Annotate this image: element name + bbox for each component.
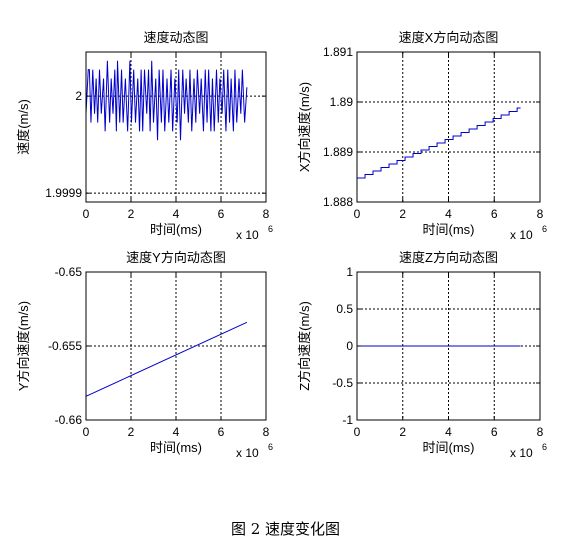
y-tick-label: 1.89 — [330, 95, 354, 109]
y-tick-label: 1.9999 — [45, 186, 82, 200]
x-tick-label: 2 — [399, 425, 406, 439]
x-tick-label: 6 — [491, 425, 498, 439]
x-tick-label: 6 — [491, 207, 498, 221]
series-line — [85, 60, 248, 141]
y-tick-label: 1.888 — [323, 195, 353, 209]
x-multiplier: x 10 — [510, 446, 533, 460]
y-axis-label: Z方向速度(m/s) — [297, 301, 312, 391]
y-tick-label: -1 — [342, 413, 353, 427]
x-tick-label: 6 — [218, 425, 225, 439]
figure-caption: 图 2 速度变化图 — [230, 520, 341, 538]
x-exponent: 6 — [268, 442, 273, 452]
y-axis-label: X方向速度(m/s) — [297, 82, 312, 172]
x-exponent: 6 — [268, 224, 273, 234]
x-axis-label: 时间(ms) — [423, 440, 475, 455]
y-tick-label: 1.889 — [323, 145, 353, 159]
axes-box — [85, 51, 267, 203]
x-tick-label: 4 — [445, 207, 452, 221]
y-tick-label: 1.891 — [323, 45, 353, 59]
x-multiplier: x 10 — [236, 446, 259, 460]
y-tick-label: -0.5 — [332, 376, 353, 390]
x-exponent: 6 — [542, 224, 547, 234]
y-tick-label: 1 — [346, 265, 353, 279]
y-tick-label: -0.66 — [55, 413, 83, 427]
x-tick-label: 4 — [173, 425, 180, 439]
x-tick-label: 0 — [83, 425, 90, 439]
y-tick-label: -0.65 — [55, 265, 83, 279]
x-axis-label: 时间(ms) — [150, 440, 202, 455]
x-tick-label: 0 — [83, 207, 90, 221]
x-tick-label: 0 — [354, 207, 361, 221]
x-multiplier: x 10 — [510, 228, 533, 242]
series-line — [85, 321, 248, 397]
x-exponent: 6 — [542, 442, 547, 452]
series-line — [357, 107, 521, 179]
x-tick-label: 8 — [263, 425, 270, 439]
chart-title: 速度X方向动态图 — [399, 30, 499, 45]
x-tick-label: 0 — [354, 425, 361, 439]
x-tick-label: 8 — [537, 425, 544, 439]
x-tick-label: 4 — [445, 425, 452, 439]
x-tick-label: 8 — [537, 207, 544, 221]
x-tick-label: 2 — [399, 207, 406, 221]
x-axis-label: 时间(ms) — [150, 222, 202, 237]
x-tick-label: 6 — [218, 207, 225, 221]
x-multiplier: x 10 — [236, 228, 259, 242]
x-tick-label: 8 — [263, 207, 270, 221]
y-tick-label: 0.5 — [336, 302, 353, 316]
chart-title: 速度Y方向动态图 — [126, 250, 226, 265]
x-tick-label: 2 — [128, 207, 135, 221]
y-tick-label: 0 — [346, 339, 353, 353]
axes-box — [356, 51, 541, 203]
y-tick-label: -0.655 — [48, 339, 82, 353]
x-tick-label: 2 — [128, 425, 135, 439]
y-axis-label: Y方向速度(m/s) — [16, 301, 31, 391]
y-tick-label: 2 — [75, 89, 82, 103]
chart-title: 速度动态图 — [143, 30, 208, 45]
x-axis-label: 时间(ms) — [423, 222, 475, 237]
x-tick-label: 4 — [173, 207, 180, 221]
chart-title: 速度Z方向动态图 — [399, 250, 498, 265]
y-axis-label: 速度(m/s) — [16, 99, 31, 155]
